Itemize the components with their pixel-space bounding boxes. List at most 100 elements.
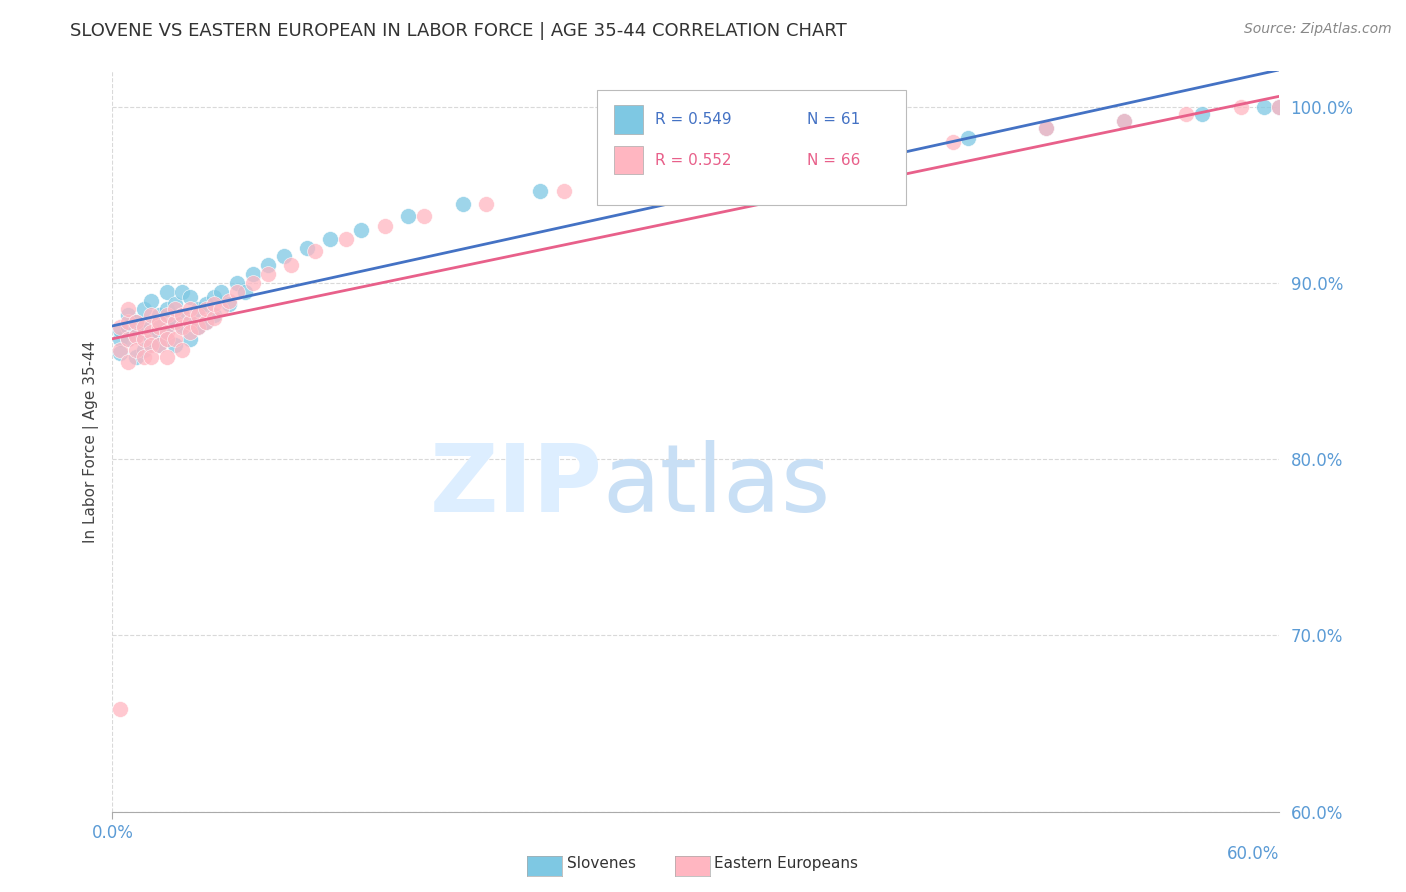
Point <box>117 332 139 346</box>
Point <box>172 308 194 322</box>
Point <box>117 315 139 329</box>
Point <box>412 209 434 223</box>
Point <box>319 232 342 246</box>
Point <box>194 315 217 329</box>
Point <box>242 276 264 290</box>
Point <box>141 337 163 351</box>
Point <box>202 297 225 311</box>
Point <box>942 135 965 149</box>
Point <box>148 337 170 351</box>
Point <box>125 328 148 343</box>
Point <box>163 297 186 311</box>
Point <box>451 196 474 211</box>
Point <box>350 223 373 237</box>
Point <box>132 320 155 334</box>
Point <box>740 156 762 170</box>
Point <box>879 138 901 153</box>
Point <box>374 219 396 234</box>
Point <box>1268 100 1291 114</box>
Text: SLOVENE VS EASTERN EUROPEAN IN LABOR FORCE | AGE 35-44 CORRELATION CHART: SLOVENE VS EASTERN EUROPEAN IN LABOR FOR… <box>70 22 846 40</box>
Point <box>304 244 326 259</box>
Point <box>132 350 155 364</box>
Point <box>1035 120 1057 135</box>
Text: Source: ZipAtlas.com: Source: ZipAtlas.com <box>1244 22 1392 37</box>
Point <box>141 325 163 339</box>
Point <box>553 184 575 198</box>
Point <box>1284 100 1306 114</box>
Point <box>179 325 201 339</box>
Point <box>125 328 148 343</box>
Point <box>218 297 240 311</box>
Point <box>1229 100 1251 114</box>
Point <box>194 315 217 329</box>
Point <box>257 267 280 281</box>
Point <box>1361 100 1384 114</box>
Point <box>194 302 217 317</box>
Point <box>202 308 225 322</box>
Point <box>156 308 179 322</box>
Point <box>141 308 163 322</box>
Point <box>148 315 170 329</box>
Point <box>645 170 668 185</box>
Point <box>148 320 170 334</box>
Point <box>125 315 148 329</box>
Point <box>209 285 232 299</box>
Point <box>1035 120 1057 135</box>
Text: N = 61: N = 61 <box>807 112 860 127</box>
Point <box>957 131 980 145</box>
Point <box>125 343 148 357</box>
Point <box>280 258 302 272</box>
Point <box>172 343 194 357</box>
Point <box>529 184 551 198</box>
Point <box>295 241 318 255</box>
Point <box>187 308 209 322</box>
Text: R = 0.552: R = 0.552 <box>655 153 731 168</box>
Point <box>242 267 264 281</box>
Point <box>233 285 256 299</box>
Point <box>132 302 155 317</box>
Point <box>148 308 170 322</box>
Point <box>125 315 148 329</box>
Point <box>117 308 139 322</box>
Point <box>172 308 194 322</box>
Point <box>1308 100 1330 114</box>
Point <box>117 302 139 317</box>
Point <box>132 332 155 346</box>
Point <box>607 170 630 185</box>
Point <box>132 325 155 339</box>
Point <box>132 343 155 357</box>
Point <box>141 320 163 334</box>
Text: N = 66: N = 66 <box>807 153 860 168</box>
Point <box>786 149 808 163</box>
Point <box>141 350 163 364</box>
Text: atlas: atlas <box>603 440 831 532</box>
Point <box>841 144 863 158</box>
Point <box>163 332 186 346</box>
Point <box>141 332 163 346</box>
Bar <box>614 105 644 134</box>
Point <box>335 232 357 246</box>
Point <box>117 332 139 346</box>
Point <box>273 249 295 263</box>
Point <box>179 302 201 317</box>
Point <box>1112 113 1135 128</box>
Point <box>475 196 498 211</box>
Point <box>148 325 170 339</box>
Point <box>187 302 209 317</box>
Point <box>172 320 194 334</box>
Point <box>209 302 232 317</box>
Text: Eastern Europeans: Eastern Europeans <box>714 856 858 871</box>
Point <box>148 315 170 329</box>
FancyBboxPatch shape <box>596 90 905 204</box>
Point <box>163 302 186 317</box>
Point <box>125 350 148 364</box>
Point <box>257 258 280 272</box>
Point <box>1191 106 1213 120</box>
Point <box>396 209 419 223</box>
Point <box>1330 100 1353 114</box>
Point <box>163 315 186 329</box>
Point <box>163 337 186 351</box>
Point <box>117 355 139 369</box>
Y-axis label: In Labor Force | Age 35-44: In Labor Force | Age 35-44 <box>83 341 98 542</box>
Point <box>1112 113 1135 128</box>
